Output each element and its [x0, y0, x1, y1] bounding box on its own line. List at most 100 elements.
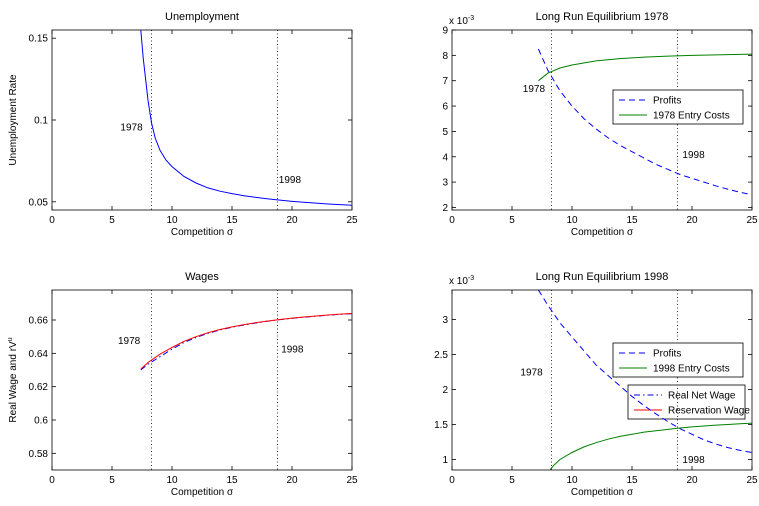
- x-tick-label: 5: [509, 215, 515, 226]
- series-line-1: [140, 313, 352, 371]
- y-axis-label: Unemployment Rate: [8, 74, 19, 166]
- y-tick-label: 2: [442, 203, 448, 214]
- y-tick-label: 0.15: [29, 34, 49, 45]
- x-tick-label: 0: [49, 475, 55, 486]
- x-tick-label: 10: [566, 475, 578, 486]
- x-tick-label: 20: [686, 215, 698, 226]
- x-tick-label: 20: [286, 215, 298, 226]
- legend-entry: 1998 Entry Costs: [653, 364, 730, 375]
- annotation-1998: 1998: [279, 175, 302, 186]
- x-axis-label: Competition σ: [571, 227, 634, 238]
- plot-area: [140, 290, 352, 470]
- x-tick-label: 0: [449, 475, 455, 486]
- legend-entry: 1978 Entry Costs: [653, 111, 730, 122]
- x-axis-label: Competition σ: [571, 487, 634, 498]
- y-tick-label: 4: [442, 152, 448, 163]
- annotation-1978: 1978: [520, 367, 543, 378]
- exponent-base: x 10: [449, 276, 468, 287]
- exponent-base: x 10: [449, 16, 468, 27]
- legend-entry: Reservation Wage: [668, 406, 750, 417]
- legend-entry: Profits: [653, 96, 681, 107]
- x-tick-label: 10: [166, 215, 178, 226]
- x-tick-label: 20: [686, 475, 698, 486]
- series-line-2: [140, 313, 352, 370]
- y-tick-label: 0.62: [29, 382, 49, 393]
- x-tick-label: 25: [746, 215, 758, 226]
- axes-box: [51, 29, 353, 211]
- y-tick-label: 0.6: [34, 416, 48, 427]
- y-tick-label: 3: [442, 315, 448, 326]
- y-tick-label: 1.5: [434, 420, 448, 431]
- chart-panel-1: Unemployment 0 5 10 15 20 25 0.05 0.1 0.15 Competi…: [8, 11, 358, 238]
- annotation-1998: 1998: [281, 345, 304, 356]
- x-tick-label: 25: [346, 475, 358, 486]
- x-tick-label: 20: [286, 475, 298, 486]
- axes-box: [51, 289, 353, 471]
- legend: Profits 1998 Entry Costs: [612, 342, 744, 378]
- y-tick-label: 5: [442, 127, 448, 138]
- series-line-2: [550, 422, 752, 470]
- y-axis-label-superscript: u: [7, 337, 14, 341]
- legend: Profits 1978 Entry Costs: [612, 89, 744, 125]
- series-line-1: [537, 48, 752, 196]
- y-tick-label: 0.66: [29, 316, 49, 327]
- x-tick-label: 5: [109, 215, 115, 226]
- exponent-power: -3: [468, 15, 474, 22]
- y-tick-label: 0.58: [29, 449, 49, 460]
- x-axis-label: Competition σ: [171, 487, 234, 498]
- x-tick-label: 15: [226, 215, 238, 226]
- y-axis-label: Real Wage and rVu: [7, 337, 19, 422]
- x-axis-label: Competition σ: [171, 227, 234, 238]
- x-tick-label: 10: [166, 475, 178, 486]
- y-tick-label: 3: [442, 178, 448, 189]
- y-tick-label: 2: [442, 385, 448, 396]
- chart-panel-4: Long Run Equilibrium 1998 x 10-3 0 5 10 15 20 2…: [434, 271, 758, 498]
- x-tick-label: 0: [49, 215, 55, 226]
- y-tick-label: 0.1: [34, 116, 48, 127]
- chart-panel-2: Long Run Equilibrium 1978 x 10-3 0 5 10 15 20 2…: [442, 11, 758, 238]
- y-tick-label: 6: [442, 102, 448, 113]
- series-line-1: [140, 30, 352, 206]
- annotation-1998: 1998: [682, 150, 705, 161]
- legend-entry: Profits: [653, 349, 681, 360]
- y-tick-label: 0.64: [29, 349, 49, 360]
- y-tick-label: 9: [442, 26, 448, 37]
- x-tick-label: 15: [626, 215, 638, 226]
- chart-title: Long Run Equilibrium 1998: [536, 271, 669, 283]
- annotation-1978: 1978: [118, 336, 141, 347]
- y-axis-label-text: Real Wage and rV: [8, 341, 19, 423]
- x-tick-label: 15: [626, 475, 638, 486]
- series-line-2: [538, 53, 752, 82]
- chart-title: Unemployment: [165, 11, 239, 23]
- axes-box: [451, 29, 753, 211]
- y-tick-label: 8: [442, 51, 448, 62]
- chart-title: Wages: [185, 271, 219, 283]
- x-tick-label: 0: [449, 215, 455, 226]
- x-tick-label: 15: [226, 475, 238, 486]
- legend: Real Net Wage Reservation Wage: [627, 384, 750, 420]
- x-tick-label: 25: [346, 215, 358, 226]
- annotation-1978: 1978: [523, 84, 546, 95]
- x-tick-label: 10: [566, 215, 578, 226]
- y-tick-label: 2.5: [434, 350, 448, 361]
- y-tick-label: 0.05: [29, 197, 49, 208]
- axis-exponent: x 10-3: [449, 275, 474, 287]
- exponent-power: -3: [468, 275, 474, 282]
- y-tick-label: 7: [442, 76, 448, 87]
- legend-box: [612, 342, 744, 378]
- x-tick-label: 5: [109, 475, 115, 486]
- x-tick-label: 5: [509, 475, 515, 486]
- axes-box: [451, 289, 753, 471]
- x-tick-label: 25: [746, 475, 758, 486]
- chart-title: Long Run Equilibrium 1978: [536, 11, 669, 23]
- plot-area: [537, 30, 752, 210]
- legend-box: [627, 384, 746, 420]
- y-axis-label-text: Unemployment Rate: [8, 74, 19, 166]
- axis-exponent: x 10-3: [449, 15, 474, 27]
- plot-area: [537, 290, 752, 470]
- annotation-1998: 1998: [682, 455, 705, 466]
- y-tick-label: 1: [442, 455, 448, 466]
- legend-box: [612, 89, 744, 125]
